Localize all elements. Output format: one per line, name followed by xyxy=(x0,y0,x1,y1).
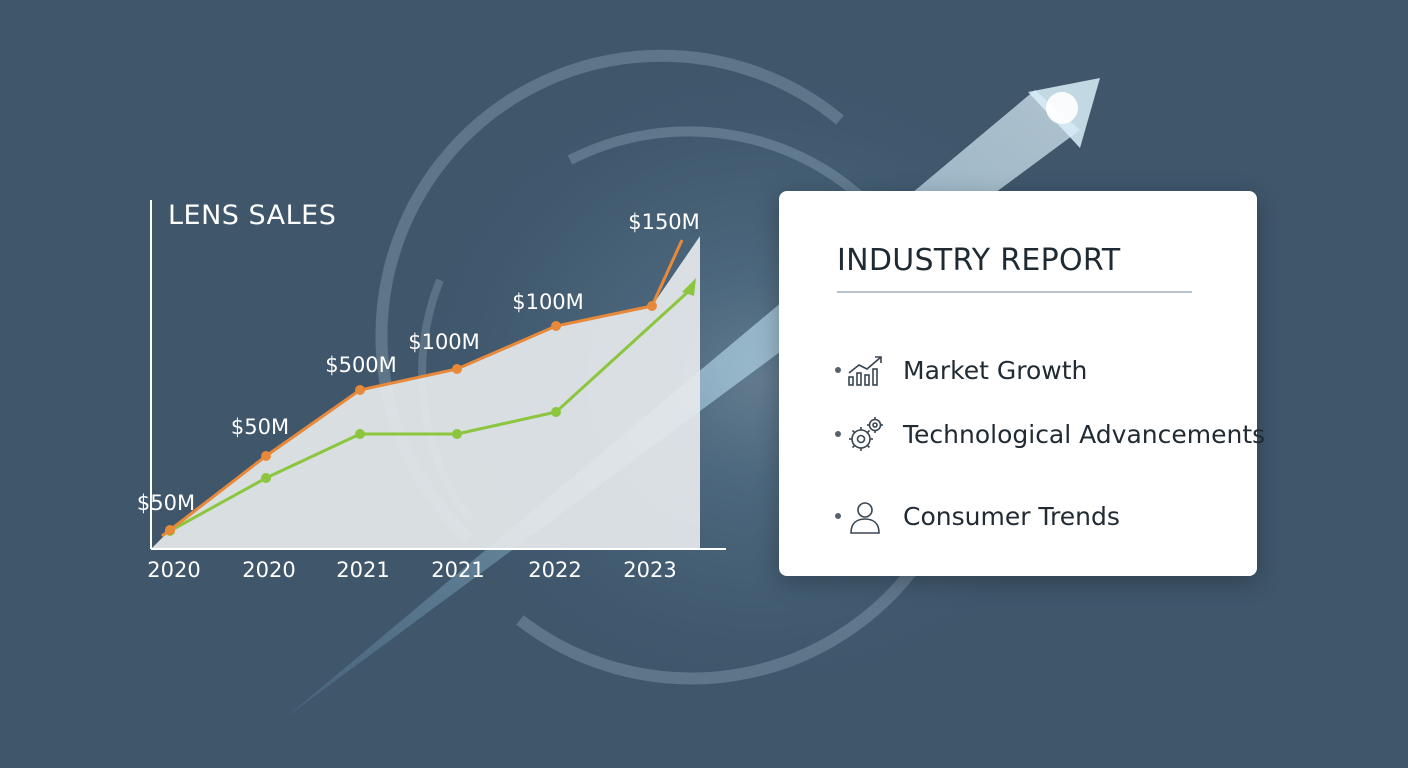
x-tick-label: 2020 xyxy=(147,558,200,582)
bullet xyxy=(835,513,841,519)
report-item-consumer-trends: Consumer Trends xyxy=(835,497,1255,537)
industry-report-panel: INDUSTRY REPORT Market Growth xyxy=(779,191,1265,576)
report-item-technological-advancements: Technological Advancements xyxy=(835,415,1265,455)
orange-data-point xyxy=(452,364,462,374)
bullet xyxy=(835,431,841,437)
orange-data-point xyxy=(551,321,561,331)
data-label: $500M xyxy=(325,353,397,377)
report-item-label: Technological Advancements xyxy=(903,420,1266,449)
data-label: $100M xyxy=(512,290,584,314)
data-label: $150M xyxy=(628,210,700,234)
x-tick-label: 2020 xyxy=(242,558,295,582)
x-tick-label: 2023 xyxy=(623,558,676,582)
area-fill xyxy=(151,236,700,549)
report-item-label: Consumer Trends xyxy=(903,502,1120,531)
bullet xyxy=(835,367,841,373)
orange-data-point xyxy=(355,385,365,395)
orange-data-point xyxy=(647,301,657,311)
title-divider xyxy=(837,291,1192,293)
bar-chart-trend-icon xyxy=(848,356,882,386)
orange-data-point xyxy=(165,525,175,535)
x-tick-label: 2021 xyxy=(336,558,389,582)
report-item-label: Market Growth xyxy=(903,356,1088,385)
user-icon xyxy=(850,502,880,534)
orange-series-line xyxy=(161,239,684,538)
report-item-market-growth: Market Growth xyxy=(835,351,1255,391)
green-data-point xyxy=(355,429,365,439)
green-data-point xyxy=(452,429,462,439)
green-data-point xyxy=(261,473,271,483)
green-series-arrowhead xyxy=(682,278,696,296)
data-label: $50M xyxy=(137,491,195,515)
green-series-line xyxy=(169,288,692,533)
x-tick-label: 2022 xyxy=(528,558,581,582)
data-label: $100M xyxy=(408,330,480,354)
orange-data-point xyxy=(261,451,271,461)
green-data-point xyxy=(551,407,561,417)
panel-title: INDUSTRY REPORT xyxy=(837,243,1121,278)
chart-title: LENS SALES xyxy=(168,200,337,231)
gears-icon xyxy=(849,417,883,451)
x-tick-label: 2021 xyxy=(431,558,484,582)
data-label: $50M xyxy=(231,415,289,439)
